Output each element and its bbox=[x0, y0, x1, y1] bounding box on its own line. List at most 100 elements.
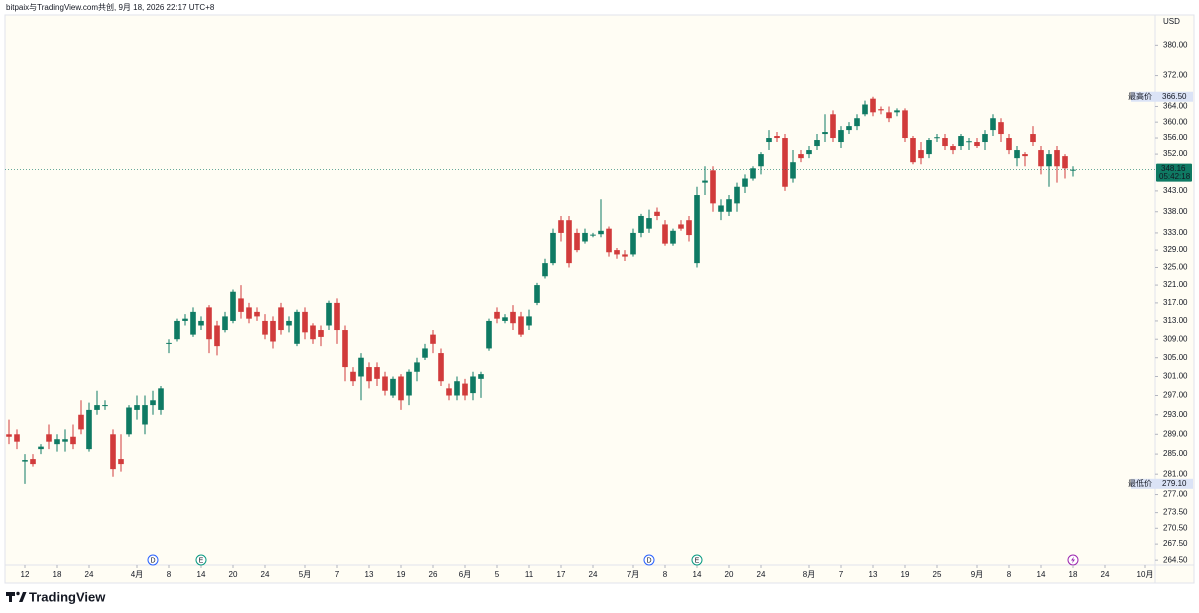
candle-body bbox=[382, 376, 388, 391]
candle-body bbox=[838, 130, 844, 143]
y-tick-label: 264.50 bbox=[1163, 555, 1188, 564]
y-tick-label: 277.00 bbox=[1163, 490, 1188, 499]
marker-value: 366.50 bbox=[1162, 92, 1187, 101]
candle-body bbox=[38, 446, 44, 450]
candle-body bbox=[406, 371, 412, 396]
candle-body bbox=[302, 311, 308, 333]
candle-body bbox=[774, 136, 780, 139]
candle-body bbox=[366, 367, 372, 382]
candle-body bbox=[438, 353, 444, 382]
candle-body bbox=[710, 170, 716, 204]
candle-body bbox=[1038, 150, 1044, 167]
candle-body bbox=[590, 234, 596, 236]
candle-body bbox=[582, 232, 588, 242]
y-tick-label: 321.00 bbox=[1163, 280, 1188, 289]
candle-body bbox=[670, 230, 676, 244]
candle-body bbox=[358, 357, 364, 377]
y-tick-label: 281.00 bbox=[1163, 469, 1188, 478]
x-tick-label: 25 bbox=[933, 570, 942, 579]
candle-body bbox=[22, 460, 28, 462]
marker-value: 279.10 bbox=[1162, 479, 1187, 488]
logo-dot bbox=[16, 591, 20, 596]
candle-body bbox=[1054, 150, 1060, 167]
candle-body bbox=[1046, 154, 1052, 167]
candle-body bbox=[542, 263, 548, 277]
x-tick-label: 8 bbox=[167, 570, 172, 579]
x-tick-label: 20 bbox=[725, 570, 734, 579]
candle-body bbox=[422, 348, 428, 358]
logo-mark bbox=[6, 592, 15, 602]
y-tick-label: 293.00 bbox=[1163, 410, 1188, 419]
y-tick-label: 329.00 bbox=[1163, 245, 1188, 254]
candle-body bbox=[790, 162, 796, 179]
candle-body bbox=[918, 150, 924, 159]
candle-body bbox=[246, 307, 252, 319]
candle-body bbox=[118, 459, 124, 465]
candle-body bbox=[814, 140, 820, 147]
candle-body bbox=[798, 154, 804, 159]
candle-body bbox=[462, 383, 468, 396]
candle-body bbox=[846, 126, 852, 131]
y-tick-label: 270.50 bbox=[1163, 523, 1188, 532]
candle-body bbox=[822, 132, 828, 135]
candle-body bbox=[1014, 150, 1020, 159]
candle-body bbox=[742, 178, 748, 187]
y-tick-label: 317.00 bbox=[1163, 298, 1188, 307]
y-tick-label: 325.00 bbox=[1163, 263, 1188, 272]
candle-body bbox=[662, 224, 668, 244]
candle-body bbox=[726, 199, 732, 212]
candle-body bbox=[998, 122, 1004, 135]
candle-body bbox=[886, 112, 892, 119]
candle-body bbox=[342, 330, 348, 368]
candle-body bbox=[390, 378, 396, 396]
candle-body bbox=[902, 110, 908, 139]
x-tick-label: 19 bbox=[901, 570, 910, 579]
candle-body bbox=[214, 325, 220, 347]
marker-bg bbox=[1131, 478, 1193, 489]
y-tick-label: 360.00 bbox=[1163, 117, 1188, 126]
y-tick-label: 273.50 bbox=[1163, 508, 1188, 517]
candle-body bbox=[374, 367, 380, 379]
candle-body bbox=[958, 136, 964, 147]
candle-body bbox=[270, 320, 276, 342]
candles bbox=[6, 96, 1076, 484]
candle-body bbox=[702, 180, 708, 183]
logo-slash bbox=[19, 592, 27, 602]
candle-body bbox=[1006, 138, 1012, 151]
x-tick-label: 10月 bbox=[1137, 570, 1154, 579]
candle-body bbox=[206, 307, 212, 340]
candle-body bbox=[718, 205, 724, 212]
x-tick-label: 5 bbox=[495, 570, 500, 579]
candle-body bbox=[734, 186, 740, 204]
candle-body bbox=[574, 232, 580, 251]
candle-body bbox=[334, 302, 340, 331]
y-tick-label: 313.00 bbox=[1163, 316, 1188, 325]
x-tick-label: 8 bbox=[663, 570, 668, 579]
candle-body bbox=[510, 311, 516, 324]
x-tick-label: 7 bbox=[839, 570, 844, 579]
candle-body bbox=[326, 302, 332, 326]
y-tick-label: 297.00 bbox=[1163, 391, 1188, 400]
candle-body bbox=[686, 220, 692, 236]
candle-body bbox=[254, 311, 260, 317]
candle-body bbox=[182, 318, 188, 321]
candle-body bbox=[94, 405, 100, 410]
lightning bbox=[1071, 556, 1075, 564]
candle-body bbox=[1030, 134, 1036, 143]
y-tick-label: 380.00 bbox=[1163, 40, 1188, 49]
candle-body bbox=[446, 388, 452, 396]
candle-body bbox=[678, 224, 684, 229]
candle-body bbox=[286, 320, 292, 326]
candle-body bbox=[894, 110, 900, 113]
y-tick-label: 356.00 bbox=[1163, 133, 1188, 142]
candle-body bbox=[534, 285, 540, 303]
candle-body bbox=[878, 109, 884, 111]
candle-body bbox=[230, 291, 236, 321]
logo bbox=[6, 591, 27, 602]
candle-body bbox=[430, 334, 436, 344]
candle-body bbox=[126, 407, 132, 435]
candle-body bbox=[310, 325, 316, 340]
candle-body bbox=[862, 104, 868, 115]
candle-body bbox=[654, 211, 660, 216]
